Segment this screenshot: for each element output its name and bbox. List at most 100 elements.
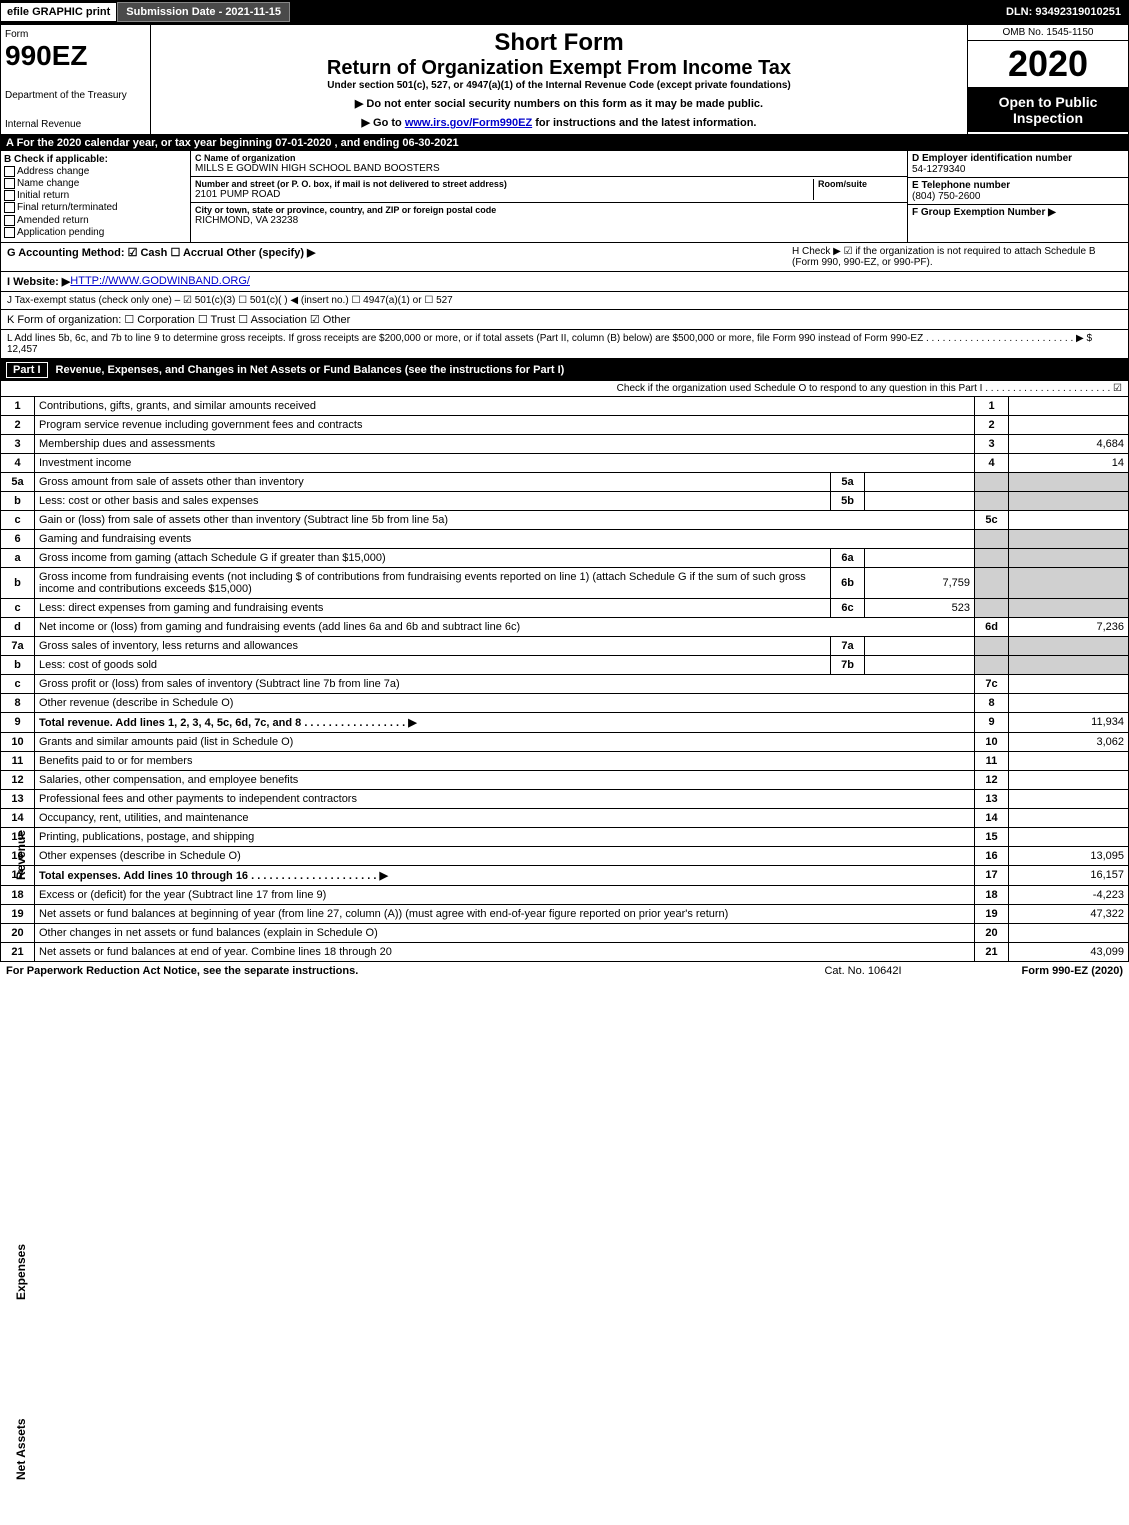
n-8: 8 bbox=[1, 693, 35, 712]
d-5c: Gain or (loss) from sale of assets other… bbox=[35, 510, 975, 529]
v-6c bbox=[1009, 598, 1129, 617]
m-7a: 7a bbox=[831, 636, 865, 655]
v-2 bbox=[1009, 415, 1129, 434]
row-6c: cLess: direct expenses from gaming and f… bbox=[1, 598, 1129, 617]
n-6: 6 bbox=[1, 529, 35, 548]
d-6d: Net income or (loss) from gaming and fun… bbox=[35, 617, 975, 636]
b-5a bbox=[975, 472, 1009, 491]
m-5b: 5b bbox=[831, 491, 865, 510]
check-final-return[interactable]: Final return/terminated bbox=[4, 202, 187, 213]
check-amended-return[interactable]: Amended return bbox=[4, 215, 187, 226]
form-word: Form bbox=[5, 29, 146, 40]
d-6a: Gross income from gaming (attach Schedul… bbox=[35, 548, 831, 567]
v-9: 11,934 bbox=[1009, 712, 1129, 732]
section-def: D Employer identification number 54-1279… bbox=[908, 151, 1128, 242]
row-20: 20Other changes in net assets or fund ba… bbox=[1, 923, 1129, 942]
d-7b: Less: cost of goods sold bbox=[35, 655, 831, 674]
m-6b: 6b bbox=[831, 567, 865, 598]
v-7c bbox=[1009, 674, 1129, 693]
mv-6a bbox=[865, 548, 975, 567]
form-number: 990EZ bbox=[5, 40, 146, 72]
d-20: Other changes in net assets or fund bala… bbox=[35, 923, 975, 942]
v-4: 14 bbox=[1009, 453, 1129, 472]
open-to-public: Open to Public Inspection bbox=[968, 88, 1128, 132]
row-10: 10Grants and similar amounts paid (list … bbox=[1, 732, 1129, 751]
b-3: 3 bbox=[975, 434, 1009, 453]
mv-6c: 523 bbox=[865, 598, 975, 617]
room-label: Room/suite bbox=[818, 179, 903, 189]
check-name-change[interactable]: Name change bbox=[4, 178, 187, 189]
website-label: I Website: ▶ bbox=[7, 275, 70, 288]
m-6c: 6c bbox=[831, 598, 865, 617]
row-7a: 7aGross sales of inventory, less returns… bbox=[1, 636, 1129, 655]
org-name-label: C Name of organization bbox=[195, 153, 903, 163]
row-8: 8Other revenue (describe in Schedule O)8 bbox=[1, 693, 1129, 712]
n-4: 4 bbox=[1, 453, 35, 472]
ein-value: 54-1279340 bbox=[912, 164, 1124, 175]
n-5b: b bbox=[1, 491, 35, 510]
header-center: Short Form Return of Organization Exempt… bbox=[151, 25, 968, 134]
n-12: 12 bbox=[1, 770, 35, 789]
row-21: 21Net assets or fund balances at end of … bbox=[1, 942, 1129, 961]
n-6a: a bbox=[1, 548, 35, 567]
row-7b: bLess: cost of goods sold7b bbox=[1, 655, 1129, 674]
n-10: 10 bbox=[1, 732, 35, 751]
check-label-0: Address change bbox=[17, 166, 89, 177]
n-20: 20 bbox=[1, 923, 35, 942]
check-label-3: Final return/terminated bbox=[17, 203, 118, 214]
d-5b: Less: cost or other basis and sales expe… bbox=[35, 491, 831, 510]
b-13: 13 bbox=[975, 789, 1009, 808]
footer: For Paperwork Reduction Act Notice, see … bbox=[0, 962, 1129, 980]
check-initial-return[interactable]: Initial return bbox=[4, 190, 187, 201]
check-label-1: Name change bbox=[17, 178, 79, 189]
row-6b: bGross income from fundraising events (n… bbox=[1, 567, 1129, 598]
d-6c: Less: direct expenses from gaming and fu… bbox=[35, 598, 831, 617]
row-9: 9Total revenue. Add lines 1, 2, 3, 4, 5c… bbox=[1, 712, 1129, 732]
part1-header: Part I Revenue, Expenses, and Changes in… bbox=[0, 359, 1129, 381]
check-address-change[interactable]: Address change bbox=[4, 166, 187, 177]
d-15: Printing, publications, postage, and shi… bbox=[35, 827, 975, 846]
website-link[interactable]: HTTP://WWW.GODWINBAND.ORG/ bbox=[70, 275, 250, 288]
b-21: 21 bbox=[975, 942, 1009, 961]
check-application-pending[interactable]: Application pending bbox=[4, 227, 187, 238]
dept-irs: Internal Revenue bbox=[5, 119, 146, 130]
n-3: 3 bbox=[1, 434, 35, 453]
n-5a: 5a bbox=[1, 472, 35, 491]
mv-7b bbox=[865, 655, 975, 674]
mv-7a bbox=[865, 636, 975, 655]
row-5a: 5aGross amount from sale of assets other… bbox=[1, 472, 1129, 491]
m-5a: 5a bbox=[831, 472, 865, 491]
b-7b bbox=[975, 655, 1009, 674]
submission-date-label: Submission Date - 2021-11-15 bbox=[117, 2, 290, 22]
row-2: 2Program service revenue including gover… bbox=[1, 415, 1129, 434]
city-row: City or town, state or province, country… bbox=[191, 203, 907, 228]
line-i: I Website: ▶ HTTP://WWW.GODWINBAND.ORG/ bbox=[0, 272, 1129, 292]
side-netassets: Net Assets bbox=[14, 1418, 28, 1480]
ein-label: D Employer identification number bbox=[912, 153, 1124, 164]
row-11: 11Benefits paid to or for members11 bbox=[1, 751, 1129, 770]
mv-6b: 7,759 bbox=[865, 567, 975, 598]
row-6a: aGross income from gaming (attach Schedu… bbox=[1, 548, 1129, 567]
v-6d: 7,236 bbox=[1009, 617, 1129, 636]
line-g: G Accounting Method: ☑ Cash ☐ Accrual Ot… bbox=[0, 243, 1129, 272]
v-8 bbox=[1009, 693, 1129, 712]
d-1: Contributions, gifts, grants, and simila… bbox=[35, 397, 975, 416]
goto-link-line: ▶ Go to www.irs.gov/Form990EZ for instru… bbox=[155, 116, 963, 129]
row-6d: dNet income or (loss) from gaming and fu… bbox=[1, 617, 1129, 636]
org-name: MILLS E GODWIN HIGH SCHOOL BAND BOOSTERS bbox=[195, 163, 903, 174]
check-label-4: Amended return bbox=[17, 215, 89, 226]
part1-sub: Check if the organization used Schedule … bbox=[0, 381, 1129, 397]
d-12: Salaries, other compensation, and employ… bbox=[35, 770, 975, 789]
line-l: L Add lines 5b, 6c, and 7b to line 9 to … bbox=[0, 330, 1129, 359]
d-13: Professional fees and other payments to … bbox=[35, 789, 975, 808]
check-label-2: Initial return bbox=[17, 190, 69, 201]
short-form-title: Short Form bbox=[155, 29, 963, 57]
row-5b: bLess: cost or other basis and sales exp… bbox=[1, 491, 1129, 510]
b-19: 19 bbox=[975, 904, 1009, 923]
d-21: Net assets or fund balances at end of ye… bbox=[35, 942, 975, 961]
city-label: City or town, state or province, country… bbox=[195, 205, 903, 215]
irs-link[interactable]: www.irs.gov/Form990EZ bbox=[405, 117, 532, 129]
b-10: 10 bbox=[975, 732, 1009, 751]
d-4: Investment income bbox=[35, 453, 975, 472]
top-bar: efile GRAPHIC print Submission Date - 20… bbox=[0, 0, 1129, 24]
